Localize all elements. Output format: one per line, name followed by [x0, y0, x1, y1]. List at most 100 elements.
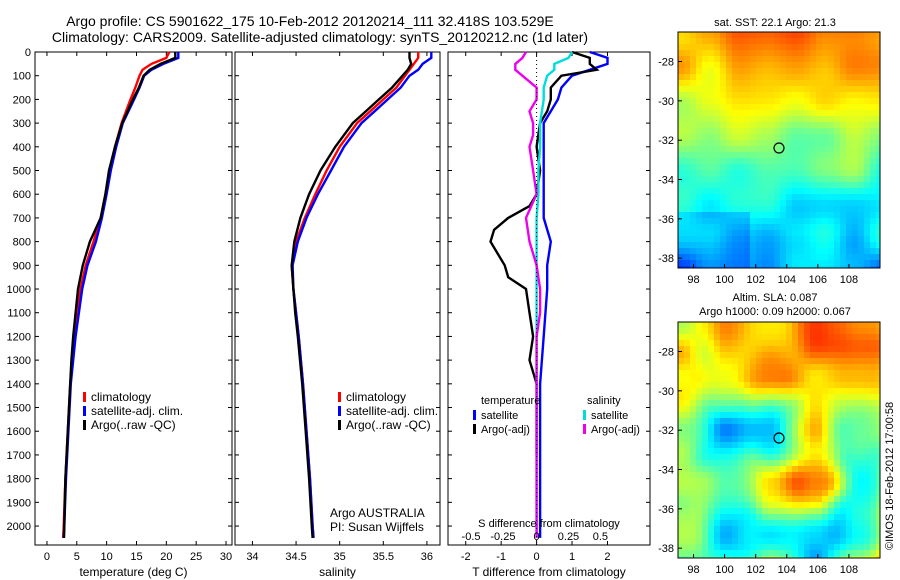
map-cell — [822, 80, 828, 86]
map-cell — [846, 322, 852, 328]
map-cell — [780, 86, 786, 92]
map-cell — [876, 514, 880, 520]
map-cell — [750, 212, 756, 218]
map-cell — [726, 532, 732, 538]
map-cell — [858, 352, 864, 358]
map-cell — [774, 92, 780, 98]
map-cell — [858, 394, 864, 400]
map-cell — [738, 346, 744, 352]
map-cell — [750, 388, 756, 394]
map-cell — [738, 340, 744, 346]
map-cell — [696, 412, 702, 418]
map-cell — [786, 86, 792, 92]
map-cell — [852, 50, 858, 56]
map-cell — [780, 538, 786, 544]
map-cell — [870, 430, 876, 436]
map-cell — [774, 442, 780, 448]
map-cell — [690, 206, 696, 212]
map-cell — [750, 460, 756, 466]
map-cell — [822, 508, 828, 514]
map-cell — [756, 382, 762, 388]
map-cell — [720, 236, 726, 242]
map-cell — [852, 442, 858, 448]
map-cell — [792, 260, 798, 266]
map-cell — [804, 248, 810, 254]
map-cell — [810, 424, 816, 430]
map-cell — [834, 436, 840, 442]
map-cell — [876, 376, 880, 382]
map-cell — [762, 56, 768, 62]
map-cell — [864, 364, 870, 370]
map-cell — [798, 242, 804, 248]
map-cell — [750, 508, 756, 514]
map-cell — [828, 436, 834, 442]
map-cell — [756, 74, 762, 80]
map-cell — [864, 206, 870, 212]
map-cell — [858, 206, 864, 212]
map-cell — [768, 110, 774, 116]
map-cell — [720, 358, 726, 364]
x-axis-label: temperature (deg C) — [79, 565, 187, 579]
map-cell — [810, 478, 816, 484]
map-cell — [702, 80, 708, 86]
map-cell — [840, 340, 846, 346]
map-cell — [798, 466, 804, 472]
map-cell — [858, 358, 864, 364]
map-cell — [858, 134, 864, 140]
map-cell — [756, 514, 762, 520]
map-cell — [774, 364, 780, 370]
map-cell — [822, 92, 828, 98]
map-cell — [738, 188, 744, 194]
map-cell — [720, 32, 726, 38]
map-cell — [852, 472, 858, 478]
map-cell — [804, 56, 810, 62]
map-cell — [684, 418, 690, 424]
map-cell — [768, 122, 774, 128]
map-cell — [786, 544, 792, 550]
map-cell — [828, 86, 834, 92]
map-cell — [870, 496, 876, 502]
map-cell — [828, 334, 834, 340]
map-cell — [780, 550, 786, 556]
map-cell — [834, 98, 840, 104]
map-cell — [738, 104, 744, 110]
map-cell — [708, 376, 714, 382]
map-panel-2: 98 100 102 104 106 108-28-30-32-34-36-38 — [658, 321, 881, 576]
map-cell — [834, 164, 840, 170]
map-cell — [768, 412, 774, 418]
map-cell — [750, 122, 756, 128]
map-cell — [774, 260, 780, 266]
map-cell — [834, 328, 840, 334]
map-cell — [810, 526, 816, 532]
map-cell — [678, 430, 684, 436]
map-cell — [690, 394, 696, 400]
map-cell — [822, 206, 828, 212]
map-cell — [834, 266, 840, 268]
map-cell — [684, 104, 690, 110]
map-cell — [750, 538, 756, 544]
map-cell — [684, 182, 690, 188]
map-cell — [870, 328, 876, 334]
map-cell — [678, 472, 684, 478]
map-cell — [846, 526, 852, 532]
map-cell — [750, 116, 756, 122]
map-cell — [714, 224, 720, 230]
map-cell — [726, 358, 732, 364]
map-cell — [846, 206, 852, 212]
x-axis-label: salinity — [319, 565, 356, 579]
annotation-line: PI: Susan Wijffels — [330, 520, 424, 534]
map-cell — [858, 128, 864, 134]
map-cell — [732, 218, 738, 224]
map-cell — [684, 242, 690, 248]
map-cell — [774, 340, 780, 346]
map-cell — [732, 502, 738, 508]
map-cell — [720, 514, 726, 520]
x-tick-label: 0 — [534, 551, 540, 563]
map-cell — [708, 400, 714, 406]
map-cell — [816, 68, 822, 74]
map-cell — [798, 50, 804, 56]
map-cell — [738, 490, 744, 496]
map-cell — [702, 236, 708, 242]
map-cell — [768, 86, 774, 92]
map-cell — [732, 206, 738, 212]
